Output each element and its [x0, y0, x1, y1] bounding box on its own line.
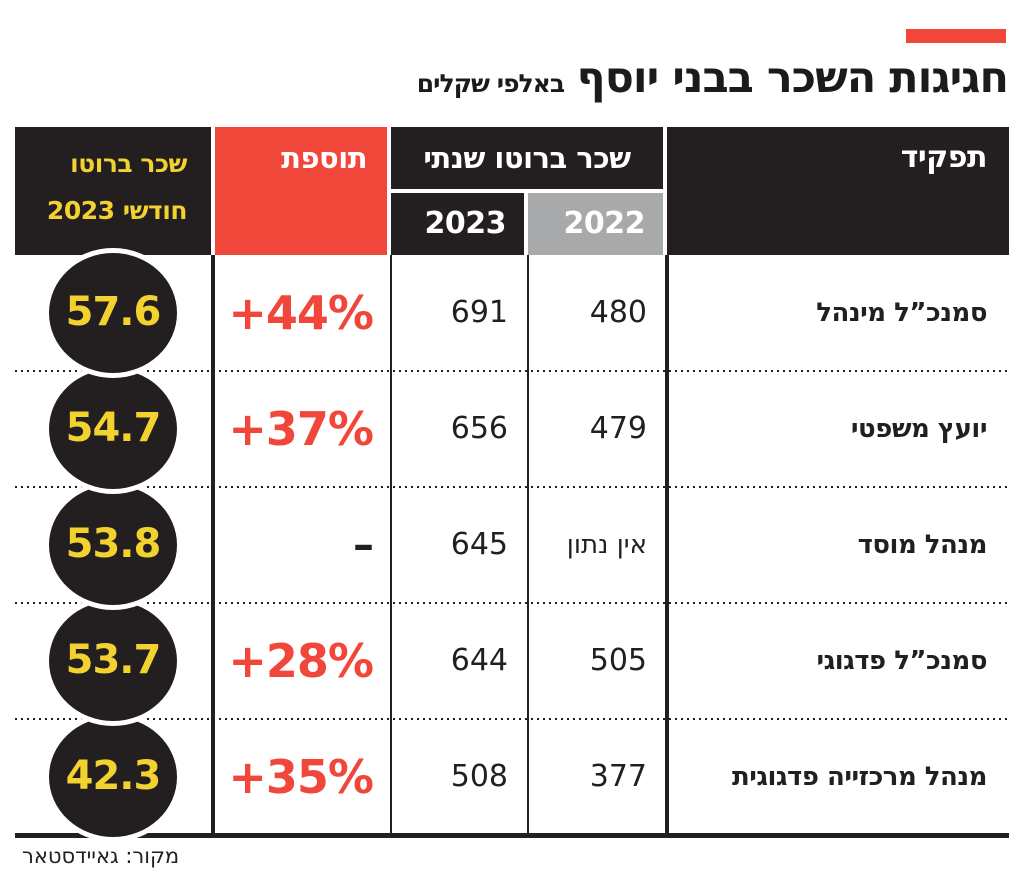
salary-2023-cell: 645 — [450, 527, 508, 562]
increase-cell: +44% — [228, 286, 374, 340]
header-monthly-gross-salary: שכר ברוטו חודשי 2023 — [15, 127, 211, 255]
monthly-salary-badge: 53.7 — [44, 596, 182, 726]
brand-red-bar — [906, 29, 1006, 43]
column-divider-thick — [665, 255, 669, 833]
role-cell: יועץ משפטי — [850, 414, 988, 444]
increase-cell: +37% — [228, 402, 374, 456]
monthly-salary-badge: 42.3 — [44, 712, 182, 842]
title-main: חגיגות השכר בבני יוסף — [576, 53, 1009, 103]
column-divider — [527, 255, 529, 833]
column-divider — [390, 255, 392, 833]
salary-2022-cell: 377 — [589, 759, 647, 794]
role-cell: מנהל מוסד — [857, 530, 988, 560]
row-divider — [15, 718, 1009, 720]
salary-2022-cell: 479 — [589, 411, 647, 446]
header-year-2022: 2022 — [528, 193, 663, 255]
salary-table: שכר ברוטו חודשי 2023 תוספת שכר ברוטו שנת… — [15, 127, 1009, 842]
role-cell: סמנכ”ל פדגוגי — [816, 646, 987, 676]
table-bottom-border — [15, 833, 1009, 838]
increase-cell: – — [353, 520, 374, 569]
row-divider — [15, 602, 1009, 604]
salary-2022-cell: אין נתון — [566, 530, 647, 560]
header-year-2023: 2023 — [391, 193, 524, 255]
header-annual-gross-salary: שכר ברוטו שנתי — [391, 127, 663, 189]
header-role: תפקיד — [667, 127, 1009, 255]
title-unit: באלפי שקלים — [416, 69, 565, 98]
role-cell: מנהל מרכזייה פדגוגית — [731, 762, 988, 792]
table-row: 53.7 +28% 644 505 סמנכ”ל פדגוגי — [15, 596, 1009, 726]
monthly-salary-badge: 54.7 — [44, 364, 182, 494]
table-row: 42.3 +35% 508 377 מנהל מרכזייה פדגוגית — [15, 712, 1009, 842]
source-note: מקור: גאיידסטאר — [22, 844, 180, 868]
salary-2023-cell: 508 — [450, 759, 508, 794]
page-title: חגיגות השכר בבני יוסף באלפי שקלים — [416, 53, 1009, 103]
table-row: 57.6 +44% 691 480 סמנכ”ל מינהל — [15, 248, 1009, 378]
salary-2023-cell: 644 — [450, 643, 508, 678]
increase-cell: +35% — [228, 750, 374, 804]
monthly-salary-badge: 57.6 — [44, 248, 182, 378]
salary-2022-cell: 505 — [589, 643, 647, 678]
salary-2023-cell: 691 — [450, 295, 508, 330]
salary-2023-cell: 656 — [450, 411, 508, 446]
header-monthly-line2: חודשי 2023 — [46, 196, 188, 225]
row-divider — [15, 370, 1009, 372]
monthly-salary-badge: 53.8 — [44, 480, 182, 610]
header-increase: תוספת — [215, 127, 387, 255]
salary-2022-cell: 480 — [589, 295, 647, 330]
row-divider — [15, 486, 1009, 488]
role-cell: סמנכ”ל מינהל — [816, 298, 987, 328]
header-monthly-line1: שכר ברוטו — [70, 149, 187, 178]
table-row: 54.7 +37% 656 479 יועץ משפטי — [15, 364, 1009, 494]
column-divider-thick — [211, 255, 215, 833]
table-row: 53.8 – 645 אין נתון מנהל מוסד — [15, 480, 1009, 610]
increase-cell: +28% — [228, 634, 374, 688]
